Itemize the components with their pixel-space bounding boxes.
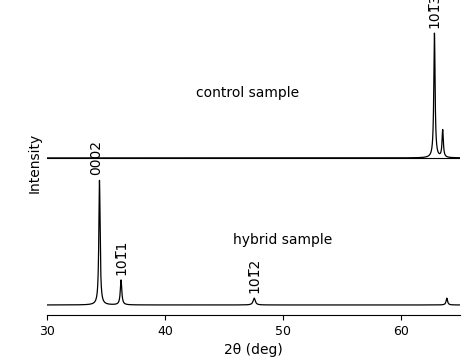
Text: 101̅2: 101̅2 [247,258,261,293]
Text: 0002: 0002 [89,140,103,175]
Text: 101̅3: 101̅3 [428,0,441,28]
X-axis label: 2θ (deg): 2θ (deg) [224,343,283,357]
Text: control sample: control sample [196,86,299,100]
Text: hybrid sample: hybrid sample [233,233,333,247]
Text: 101̅1: 101̅1 [114,240,128,275]
Y-axis label: Intensity: Intensity [28,133,42,193]
